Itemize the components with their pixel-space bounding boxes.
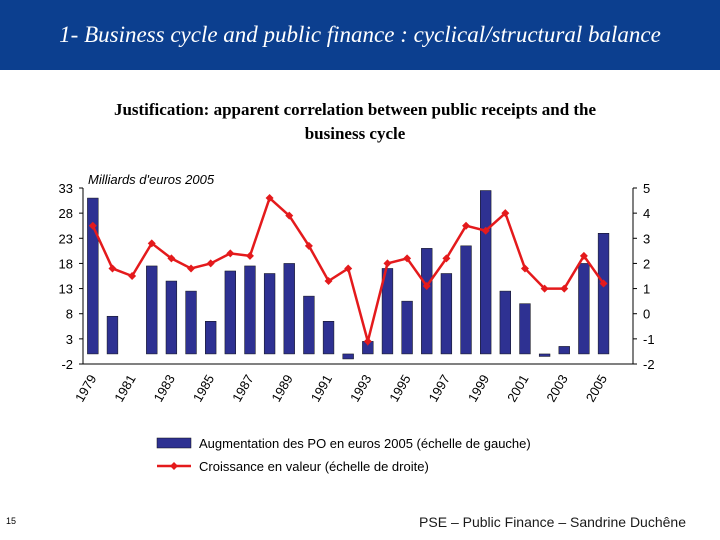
- bar: [165, 280, 178, 355]
- x-tick-label: 2003: [543, 372, 570, 405]
- legend-bar-label: Augmentation des PO en euros 2005 (échel…: [199, 436, 531, 451]
- bar: [597, 233, 610, 355]
- growth-point: [167, 254, 176, 263]
- x-tick-label: 1983: [151, 372, 178, 405]
- x-tick-label: 1989: [268, 372, 295, 405]
- bar: [342, 353, 354, 360]
- bar: [538, 353, 551, 357]
- growth-point: [226, 249, 235, 258]
- left-tick-label: -2: [61, 357, 73, 372]
- left-tick-label: 13: [59, 282, 73, 297]
- growth-point: [285, 211, 294, 220]
- bar: [205, 321, 217, 355]
- bar: [322, 321, 335, 355]
- growth-point: [599, 279, 608, 288]
- x-tick-label: 1995: [386, 372, 413, 405]
- bar: [283, 263, 295, 355]
- x-tick-label: 1979: [72, 372, 99, 405]
- bar: [87, 197, 99, 355]
- bar: [146, 265, 158, 355]
- growth-point: [265, 194, 274, 203]
- x-tick-label: 1999: [465, 372, 492, 405]
- x-tick-label: 1991: [308, 372, 335, 405]
- growth-point: [520, 264, 529, 273]
- x-tick-label: 1985: [190, 372, 217, 405]
- bar: [558, 346, 570, 355]
- left-tick-label: 33: [59, 181, 73, 196]
- right-tick-label: -2: [643, 357, 655, 372]
- bar: [106, 315, 119, 355]
- growth-point: [462, 221, 471, 230]
- header-banner: 1- Business cycle and public finance : c…: [0, 0, 720, 70]
- right-tick-label: 1: [643, 282, 650, 297]
- right-tick-label: 4: [643, 206, 650, 221]
- growth-point: [147, 239, 156, 248]
- right-tick-label: 2: [643, 256, 650, 271]
- growth-point: [108, 264, 117, 273]
- right-tick-label: 3: [643, 231, 650, 246]
- bar: [519, 303, 531, 355]
- growth-point: [560, 284, 569, 293]
- bar: [303, 295, 315, 355]
- growth-point: [245, 251, 254, 260]
- growth-point: [363, 337, 372, 346]
- bar: [440, 273, 453, 355]
- x-tick-label: 2001: [504, 372, 531, 405]
- unit-label: Milliards d'euros 2005: [88, 172, 215, 187]
- bar: [460, 245, 472, 355]
- bar: [263, 273, 276, 355]
- legend-bar-swatch: [156, 437, 192, 449]
- left-tick-label: 8: [66, 307, 73, 322]
- bar: [480, 190, 492, 355]
- right-tick-label: -1: [643, 332, 655, 347]
- bar: [421, 248, 433, 355]
- subtitle-line-2: business cycle: [304, 124, 406, 143]
- growth-point: [403, 254, 412, 263]
- growth-point: [481, 226, 490, 235]
- growth-point: [540, 284, 549, 293]
- growth-point: [206, 259, 215, 268]
- x-tick-label: 1981: [111, 372, 138, 405]
- left-tick-label: 28: [59, 206, 73, 221]
- growth-point: [422, 282, 431, 291]
- right-tick-label: 5: [643, 181, 650, 196]
- growth-point: [187, 264, 196, 273]
- chart: Milliards d'euros 2005 33 28 23 18 13 8 3 -2 5 4 3 2…: [59, 172, 655, 474]
- x-tick-label: 1987: [229, 372, 256, 405]
- growth-point: [501, 209, 510, 218]
- growth-point: [128, 272, 137, 280]
- bar: [224, 270, 236, 355]
- growth-point: [304, 241, 313, 250]
- subtitle-line-1: Justification: apparent correlation betw…: [113, 100, 597, 119]
- x-tick-label: 2005: [583, 372, 610, 405]
- legend-line-label: Croissance en valeur (échelle de droite): [199, 459, 429, 474]
- growth-point: [324, 277, 333, 286]
- slide-subtitle: Justification: apparent correlation betw…: [40, 98, 670, 146]
- legend-line-marker: [170, 462, 178, 470]
- right-tick-label: 0: [643, 307, 650, 322]
- growth-point: [88, 221, 97, 230]
- footer-text: PSE – Public Finance – Sandrine Duchêne: [419, 514, 686, 530]
- growth-point: [383, 259, 392, 268]
- growth-point: [344, 264, 353, 273]
- bar: [401, 300, 413, 355]
- x-tick-label: 1993: [347, 372, 374, 405]
- bar: [185, 290, 197, 355]
- left-tick-label: 18: [59, 256, 73, 271]
- growth-point: [579, 251, 588, 260]
- page-number: 15: [6, 516, 17, 526]
- bar: [244, 265, 256, 355]
- growth-point: [442, 254, 451, 263]
- bar: [578, 263, 590, 355]
- bar: [499, 290, 511, 355]
- left-tick-label: 3: [66, 332, 73, 347]
- x-tick-label: 1997: [426, 372, 453, 405]
- left-tick-label: 23: [59, 231, 73, 246]
- slide-title: 1- Business cycle and public finance : c…: [59, 22, 661, 47]
